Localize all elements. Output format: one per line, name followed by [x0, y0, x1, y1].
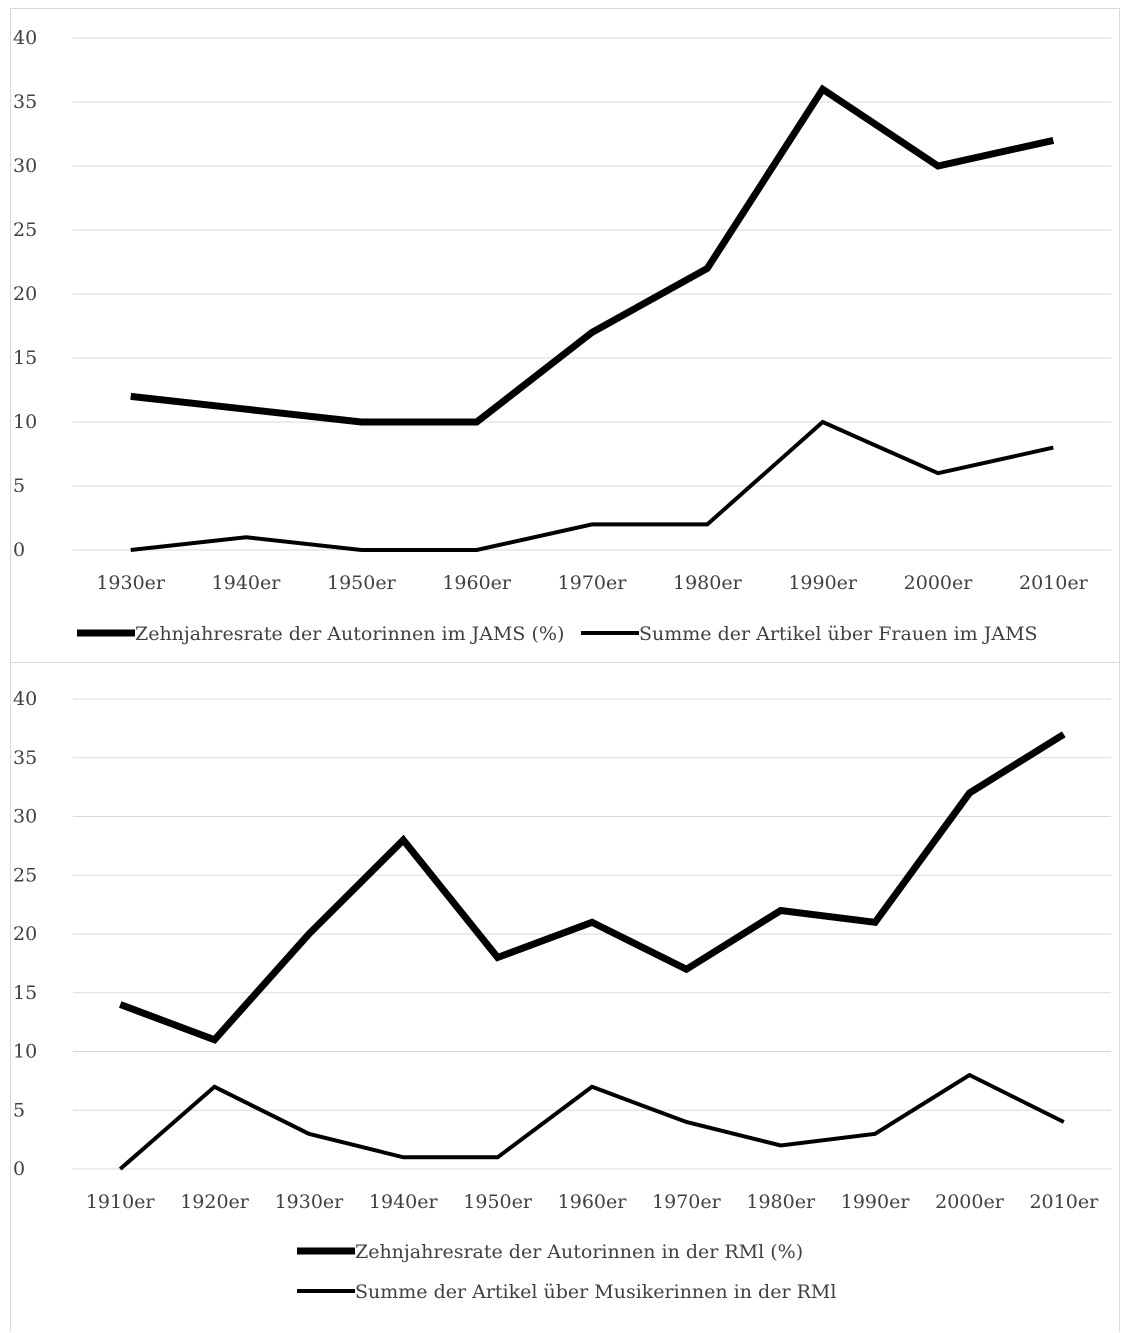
y-tick-label: 20	[13, 923, 37, 945]
legend-label: Summe der Artikel über Frauen im JAMS	[639, 623, 1038, 645]
chart-rml: 0 5 10 15 20 25 30 35 40 1910er 1920er 1930er 1940er…	[10, 662, 1120, 1332]
y-tick-label: 30	[13, 806, 37, 828]
x-tick-label: 1910er	[86, 1191, 156, 1213]
series-line-light	[120, 1075, 1064, 1169]
x-tick-label: 2000er	[904, 572, 974, 594]
chart-rml-svg: 0 5 10 15 20 25 30 35 40 1910er 1920er 1930er 1940er…	[11, 663, 1121, 1333]
x-tick-label: 1950er	[327, 572, 397, 594]
x-tick-label: 1990er	[841, 1191, 911, 1213]
y-tick-label: 25	[13, 864, 37, 886]
x-tick-label: 1930er	[96, 572, 166, 594]
y-tick-label: 20	[13, 283, 37, 305]
legend-label: Zehnjahresrate der Autorinnen in der RMl…	[355, 1241, 803, 1263]
x-tick-label: 2000er	[935, 1191, 1005, 1213]
x-tick-label: 1980er	[746, 1191, 816, 1213]
y-tick-label: 5	[13, 1099, 25, 1121]
y-tick-label: 15	[13, 982, 37, 1004]
y-tick-label: 40	[13, 27, 37, 49]
x-tick-label: 1980er	[673, 572, 743, 594]
x-tick-label: 2010er	[1019, 572, 1089, 594]
series-line-heavy	[120, 734, 1064, 1040]
x-tick-label: 1940er	[212, 572, 282, 594]
chart-jams: 0 5 10 15 20 25 30 35 40 1930er 1940er 1950er 1960er…	[10, 8, 1120, 663]
y-tick-label: 15	[13, 347, 37, 369]
x-tick-label: 1960er	[558, 1191, 628, 1213]
legend-label: Summe der Artikel über Musikerinnen in d…	[355, 1281, 836, 1303]
x-tick-label: 1950er	[463, 1191, 533, 1213]
x-tick-label: 1970er	[652, 1191, 722, 1213]
x-tick-label: 1990er	[788, 572, 858, 594]
x-tick-label: 1920er	[180, 1191, 250, 1213]
y-tick-label: 0	[13, 539, 25, 561]
x-tick-label: 2010er	[1029, 1191, 1099, 1213]
series-line-heavy	[131, 89, 1054, 422]
x-tick-label: 1940er	[369, 1191, 439, 1213]
y-tick-label: 25	[13, 219, 37, 241]
y-tick-label: 0	[13, 1158, 25, 1180]
y-tick-label: 30	[13, 155, 37, 177]
y-tick-label: 40	[13, 688, 37, 710]
y-tick-label: 10	[13, 1041, 37, 1063]
x-tick-label: 1970er	[558, 572, 628, 594]
chart-jams-svg: 0 5 10 15 20 25 30 35 40 1930er 1940er 1950er 1960er…	[11, 9, 1121, 664]
x-tick-label: 1930er	[275, 1191, 345, 1213]
y-tick-label: 35	[13, 747, 37, 769]
y-tick-label: 10	[13, 411, 37, 433]
legend-label: Zehnjahresrate der Autorinnen im JAMS (%…	[135, 623, 564, 645]
y-tick-label: 5	[13, 475, 25, 497]
x-tick-label: 1960er	[442, 572, 512, 594]
y-tick-label: 35	[13, 91, 37, 113]
